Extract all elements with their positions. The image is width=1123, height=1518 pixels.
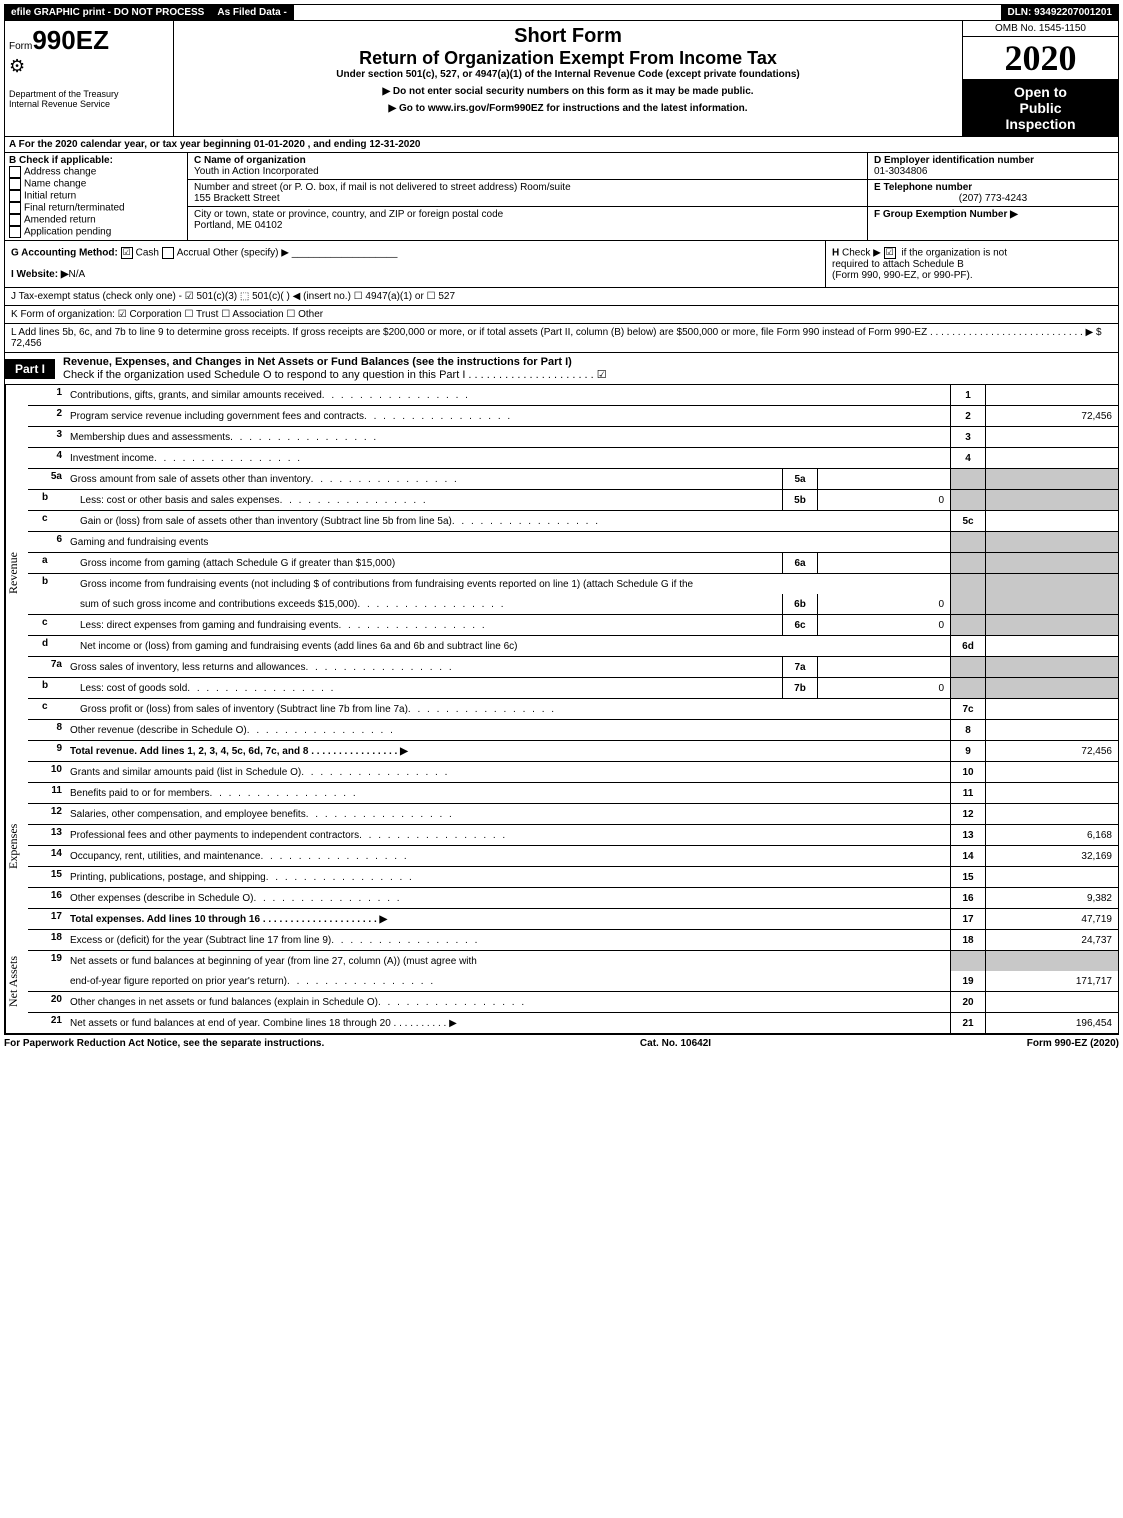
org-name-label: C Name of organization bbox=[194, 155, 861, 166]
check-address[interactable]: Address change bbox=[9, 166, 183, 178]
check-initial[interactable]: Initial return bbox=[9, 190, 183, 202]
page-footer: For Paperwork Reduction Act Notice, see … bbox=[4, 1035, 1119, 1052]
dept-treasury: Department of the Treasury bbox=[9, 89, 169, 99]
street-block: Number and street (or P. O. box, if mail… bbox=[188, 180, 867, 207]
street-value: 155 Brackett Street bbox=[194, 193, 861, 204]
footer-left: For Paperwork Reduction Act Notice, see … bbox=[4, 1038, 324, 1049]
header-right: OMB No. 1545-1150 2020 Open to Public In… bbox=[962, 21, 1118, 136]
open-line1: Open to bbox=[967, 84, 1114, 100]
return-title: Return of Organization Exempt From Incom… bbox=[182, 48, 954, 69]
city-label: City or town, state or province, country… bbox=[194, 209, 861, 220]
h-text2: if the organization is not bbox=[901, 248, 1007, 259]
part1-title: Revenue, Expenses, and Changes in Net As… bbox=[55, 353, 1118, 384]
dln-label: DLN: 93492207001201 bbox=[1001, 5, 1118, 20]
header-center: Short Form Return of Organization Exempt… bbox=[174, 21, 962, 136]
ein-value: 01-3034806 bbox=[874, 166, 1112, 177]
h-text3: required to attach Schedule B bbox=[832, 259, 964, 270]
side-revenue: Revenue bbox=[5, 385, 28, 762]
check-accrual[interactable] bbox=[162, 247, 174, 259]
group-block: F Group Exemption Number ▶ bbox=[868, 207, 1118, 222]
part1-header: Part I Revenue, Expenses, and Changes in… bbox=[4, 353, 1119, 385]
city-value: Portland, ME 04102 bbox=[194, 220, 861, 231]
check-final[interactable]: Final return/terminated bbox=[9, 202, 183, 214]
revenue-body: 1Contributions, gifts, grants, and simil… bbox=[28, 385, 1118, 762]
as-filed-label: As Filed Data - bbox=[211, 5, 293, 20]
part1-check: Check if the organization used Schedule … bbox=[63, 369, 607, 381]
header-left: Form990EZ ⚙ Department of the Treasury I… bbox=[5, 21, 174, 136]
section-g: G Accounting Method: ☑Cash Accrual Other… bbox=[5, 241, 825, 287]
section-c: C Name of organization Youth in Action I… bbox=[188, 153, 868, 240]
section-d: D Employer identification number 01-3034… bbox=[868, 153, 1118, 240]
expenses-body: 10Grants and similar amounts paid (list … bbox=[28, 762, 1118, 930]
gear-icon: ⚙ bbox=[9, 56, 169, 77]
open-line2: Public bbox=[967, 100, 1114, 116]
netassets-body: 18Excess or (deficit) for the year (Subt… bbox=[28, 930, 1118, 1033]
irs-label: Internal Revenue Service bbox=[9, 99, 169, 109]
open-public-badge: Open to Public Inspection bbox=[963, 80, 1118, 136]
h-label: H bbox=[832, 248, 839, 259]
form-prefix: Form bbox=[9, 41, 32, 52]
check-amended[interactable]: Amended return bbox=[9, 214, 183, 226]
l-text: L Add lines 5b, 6c, and 7b to line 9 to … bbox=[11, 327, 1093, 338]
open-line3: Inspection bbox=[967, 116, 1114, 132]
org-name: Youth in Action Incorporated bbox=[194, 166, 861, 177]
revenue-table: Revenue 1Contributions, gifts, grants, a… bbox=[4, 385, 1119, 762]
check-pending[interactable]: Application pending bbox=[9, 226, 183, 238]
section-l: L Add lines 5b, 6c, and 7b to line 9 to … bbox=[4, 324, 1119, 353]
phone-value: (207) 773-4243 bbox=[874, 193, 1112, 204]
street-label: Number and street (or P. O. box, if mail… bbox=[194, 182, 861, 193]
city-block: City or town, state or province, country… bbox=[188, 207, 867, 233]
side-expenses: Expenses bbox=[5, 762, 28, 930]
topbar-spacer bbox=[294, 5, 1002, 20]
sections-bcd: B Check if applicable: Address change Na… bbox=[4, 153, 1119, 241]
form-number: 990EZ bbox=[32, 25, 109, 55]
g-other: Other (specify) ▶ bbox=[213, 248, 289, 259]
check-name[interactable]: Name change bbox=[9, 178, 183, 190]
section-a: A For the 2020 calendar year, or tax yea… bbox=[4, 137, 1119, 153]
ein-block: D Employer identification number 01-3034… bbox=[868, 153, 1118, 180]
netassets-table: Net Assets 18Excess or (deficit) for the… bbox=[4, 930, 1119, 1035]
check-cash[interactable]: ☑ bbox=[121, 247, 133, 259]
section-b-label: B Check if applicable: bbox=[9, 155, 183, 166]
ein-label: D Employer identification number bbox=[874, 155, 1112, 166]
section-i: I Website: ▶N/A bbox=[11, 269, 819, 280]
footer-mid: Cat. No. 10642I bbox=[640, 1038, 711, 1049]
efile-notice: efile GRAPHIC print - DO NOT PROCESS bbox=[5, 5, 211, 20]
ssn-warning: ▶ Do not enter social security numbers o… bbox=[182, 86, 954, 97]
top-bar: efile GRAPHIC print - DO NOT PROCESS As … bbox=[4, 4, 1119, 21]
phone-block: E Telephone number (207) 773-4243 bbox=[868, 180, 1118, 207]
section-j: J Tax-exempt status (check only one) - ☑… bbox=[4, 288, 1119, 306]
group-label: F Group Exemption Number ▶ bbox=[874, 209, 1112, 220]
section-b: B Check if applicable: Address change Na… bbox=[5, 153, 188, 240]
short-form-title: Short Form bbox=[182, 25, 954, 48]
footer-right: Form 990-EZ (2020) bbox=[1027, 1038, 1119, 1049]
h-text4: (Form 990, 990-EZ, or 990-PF). bbox=[832, 270, 973, 281]
expenses-table: Expenses 10Grants and similar amounts pa… bbox=[4, 762, 1119, 930]
i-label: I Website: ▶ bbox=[11, 269, 69, 280]
org-name-block: C Name of organization Youth in Action I… bbox=[188, 153, 867, 180]
section-h: H Check ▶ ☑ if the organization is not r… bbox=[825, 241, 1118, 287]
sections-gh: G Accounting Method: ☑Cash Accrual Other… bbox=[4, 241, 1119, 288]
form-number-block: Form990EZ bbox=[9, 25, 169, 56]
h-text1: Check ▶ bbox=[842, 248, 881, 259]
part1-label: Part I bbox=[5, 359, 55, 379]
under-section-text: Under section 501(c), 527, or 4947(a)(1)… bbox=[182, 69, 954, 80]
check-h[interactable]: ☑ bbox=[884, 247, 896, 259]
phone-label: E Telephone number bbox=[874, 182, 1112, 193]
instructions-link: ▶ Go to www.irs.gov/Form990EZ for instru… bbox=[182, 103, 954, 114]
section-k: K Form of organization: ☑ Corporation ☐ … bbox=[4, 306, 1119, 324]
side-netassets: Net Assets bbox=[5, 930, 28, 1033]
i-value: N/A bbox=[69, 269, 86, 280]
omb-number: OMB No. 1545-1150 bbox=[963, 21, 1118, 37]
form-header: Form990EZ ⚙ Department of the Treasury I… bbox=[4, 21, 1119, 137]
g-label: G Accounting Method: bbox=[11, 248, 118, 259]
tax-year: 2020 bbox=[963, 37, 1118, 80]
